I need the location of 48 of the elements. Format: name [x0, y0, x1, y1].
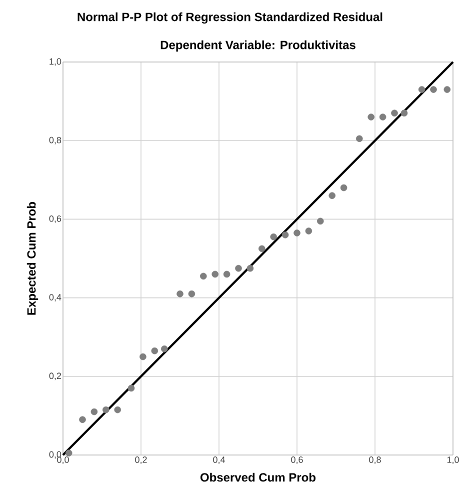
point: [188, 290, 196, 298]
point: [79, 416, 86, 424]
point: [282, 232, 289, 238]
x-tick-label: 0,2: [135, 456, 147, 464]
y-axis-title: Expected Cum Prob: [26, 202, 38, 315]
point: [430, 86, 437, 93]
point: [340, 184, 348, 192]
x-tick-label: 0,8: [369, 456, 381, 464]
point: [140, 353, 146, 360]
point: [212, 270, 218, 278]
y-tick-label: 0,8: [49, 136, 62, 144]
y-tick-label: 0,6: [49, 215, 62, 223]
point: [65, 450, 72, 456]
point: [294, 230, 300, 236]
y-tick-label: 0,2: [49, 372, 62, 380]
x-tick-label: 0,0: [57, 456, 69, 464]
point: [328, 192, 336, 200]
point: [246, 264, 254, 272]
point: [90, 408, 98, 416]
point: [270, 233, 277, 240]
point: [114, 406, 121, 414]
y-tick-label: 0,0: [49, 451, 62, 459]
point: [356, 135, 363, 142]
y-tick-label: 1,0: [50, 58, 62, 66]
chart-title: Normal P-P Plot of Regression Standardized Residual: [78, 12, 382, 24]
point: [160, 345, 168, 352]
point: [391, 110, 398, 116]
point: [400, 110, 408, 116]
point: [235, 264, 242, 272]
x-tick-label: 0,4: [213, 456, 225, 464]
point: [102, 406, 110, 414]
point: [151, 347, 158, 354]
x-axis-title: Observed Cum Prob: [200, 472, 316, 482]
point: [368, 114, 374, 120]
point: [223, 270, 230, 278]
point: [128, 384, 135, 392]
x-tick-label: 1,0: [447, 456, 459, 464]
point: [258, 245, 266, 252]
point: [176, 290, 184, 298]
point: [379, 114, 386, 120]
point: [200, 272, 207, 280]
point: [305, 228, 312, 234]
x-tick-label: 0,6: [291, 456, 303, 464]
chart-subtitle: Dependent Variable: Produktivitas: [160, 40, 356, 52]
point: [444, 86, 451, 93]
y-tick-label: 0,4: [49, 294, 62, 302]
point: [316, 218, 324, 225]
point: [418, 86, 426, 93]
